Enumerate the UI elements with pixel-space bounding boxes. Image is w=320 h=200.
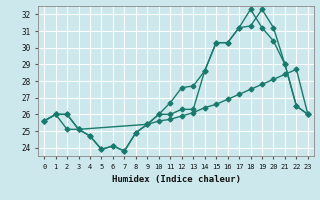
X-axis label: Humidex (Indice chaleur): Humidex (Indice chaleur) <box>111 175 241 184</box>
